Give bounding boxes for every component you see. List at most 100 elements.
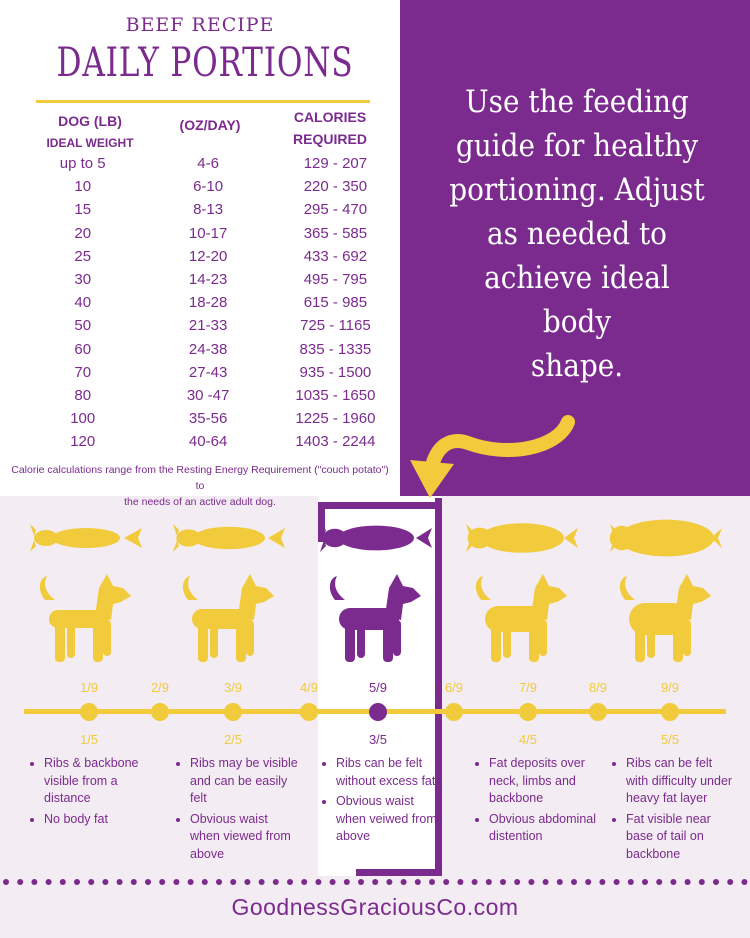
dog-side-view-icon [329,574,421,662]
weight-cell: 30 [74,271,92,289]
table-row: 15 8-13 295 - 470 [20,198,400,221]
weight-cell: 20 [74,224,92,242]
table-row: 80 30 -47 1035 - 1650 [20,384,400,407]
oz-cell: 18-28 [188,294,228,312]
guide-line: Use the feeding [465,84,689,120]
title-divider [36,100,370,103]
dog-side-view-icon [182,574,274,662]
col-weight-sub: IDEAL WEIGHT [46,136,134,150]
scale-point [589,703,607,721]
table-row: 30 14-23 495 - 795 [20,268,400,291]
description-item: Obvious waist when veiwed from above [336,793,447,846]
scale-label-fifths: 5/5 [660,732,680,747]
col-calories-title: CALORIES [293,109,367,125]
weight-cell: up to 5 [59,155,106,173]
scale-point [519,703,537,721]
table-row: 50 21-33 725 - 1165 [20,314,400,337]
selection-bracket-left [318,502,325,542]
dog-top-view-icon [173,524,285,552]
description-item: Obvious abdominal distention [489,811,600,846]
scale-point [369,703,387,721]
calorie-note-line1: Calorie calculations range from the Rest… [11,464,389,492]
selection-bracket-bottom [356,869,442,876]
table-row: 60 24-38 835 - 1335 [20,338,400,361]
scale-point [80,703,98,721]
description-item: Obvious waist when viewed from above [190,811,301,864]
weight-cell: 25 [74,247,92,265]
guide-line: portioning. Adjust [449,172,705,208]
col-weight-header: DOG (LB) IDEAL WEIGHT [30,110,150,154]
calories-cell: 365 - 585 [303,224,368,242]
portion-table: up to 5 4-6 129 - 207 10 6-10 220 - 350 15 8-13… [20,152,400,453]
calories-cell: 1403 - 2244 [295,433,376,451]
description-item: Ribs may be visible and can be easily fe… [190,755,301,808]
calorie-note: Calorie calculations range from the Rest… [10,462,390,510]
oz-cell: 27-43 [188,363,228,381]
weight-cell: 10 [74,178,92,196]
description-item: Fat deposits over neck, limbs and backbo… [489,755,600,808]
weight-cell: 100 [70,410,96,428]
guide-line: achieve ideal body [484,260,670,340]
scale-point [151,703,169,721]
scale-label-ninths: 5/9 [368,680,388,695]
scale-label-ninths: 6/9 [444,680,464,695]
scale-point [661,703,679,721]
calories-cell: 495 - 795 [303,271,368,289]
oz-cell: 6-10 [193,178,224,196]
oz-cell: 40-64 [188,433,228,451]
calories-cell: 725 - 1165 [300,317,371,335]
feeding-guide-text: Use the feeding guide for healthy portio… [447,80,708,388]
calories-cell: 835 - 1335 [299,340,372,358]
oz-cell: 14-23 [188,271,228,289]
table-row: 10 6-10 220 - 350 [20,175,400,198]
weight-cell: 80 [74,386,92,404]
scale-label-ninths: 1/9 [79,680,99,695]
description-item: Ribs can be felt with difficulty under h… [626,755,737,808]
col-weight-title: DOG (LB) [58,113,122,129]
scale-point [300,703,318,721]
condition-description-2: Ribs may be visible and can be easily fe… [176,755,301,866]
arrow-icon [410,415,575,498]
weight-cell: 60 [74,340,92,358]
purple-panel [400,0,750,496]
oz-cell: 12-20 [188,247,228,265]
recipe-label: BEEF RECIPE [125,14,275,36]
scale-point [224,703,242,721]
condition-description-4: Fat deposits over neck, limbs and backbo… [475,755,600,849]
weight-cell: 120 [70,433,96,451]
oz-cell: 35-56 [188,410,228,428]
calories-cell: 129 - 207 [303,155,368,173]
scale-label-fifths: 3/5 [368,732,388,747]
scale-label-fifths: 2/5 [223,732,243,747]
calories-cell: 1035 - 1650 [295,386,376,404]
condition-description-5: Ribs can be felt with difficulty under h… [612,755,737,866]
guide-line: as needed to [487,216,667,252]
dog-top-view-icon [609,519,722,557]
oz-cell: 4-6 [197,155,219,173]
scale-label-ninths: 7/9 [518,680,538,695]
description-item: Fat visible near base of tail on backbon… [626,811,737,864]
guide-line: guide for healthy [455,128,699,164]
oz-cell: 30 -47 [186,386,230,404]
oz-cell: 21-33 [188,317,228,335]
scale-label-ninths: 8/9 [588,680,608,695]
scale-label-ninths: 4/9 [299,680,319,695]
calories-cell: 433 - 692 [303,247,368,265]
highlight-column [318,496,442,876]
col-oz-header: (OZ/DAY) [179,117,241,133]
selection-bracket-right [435,498,442,876]
guide-line: shape. [530,348,624,384]
table-row: up to 5 4-6 129 - 207 [20,152,400,175]
dog-top-view-icon [466,523,578,553]
col-calories-sub: REQUIRED [293,131,367,147]
table-row: 70 27-43 935 - 1500 [20,361,400,384]
dog-side-view-icon [619,574,711,662]
oz-cell: 24-38 [188,340,228,358]
calories-cell: 1225 - 1960 [295,410,376,428]
oz-cell: 10-17 [188,224,228,242]
calorie-note-line2: the needs of an active adult dog. [124,496,276,508]
dog-top-view-icon [320,524,432,552]
col-calories-header: CALORIES REQUIRED [275,106,385,150]
description-item: No body fat [44,811,155,829]
website-url: GoodnessGraciousCo.com [231,894,519,920]
